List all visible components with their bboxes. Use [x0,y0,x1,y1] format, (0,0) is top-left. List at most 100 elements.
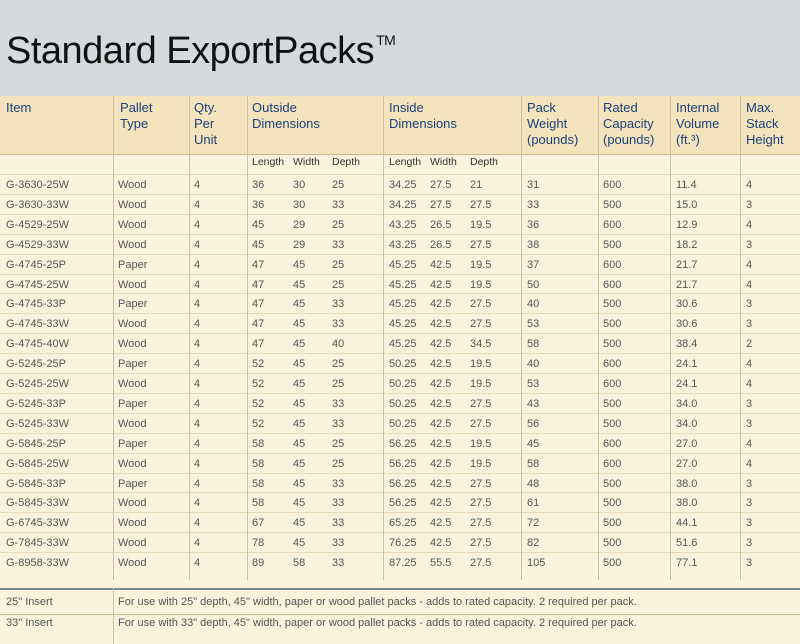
cell-outside-length: 47 [252,318,265,331]
row-divider [0,452,800,454]
cell-inside-width: 42.5 [430,378,452,390]
cell-max-stack-height: 3 [746,298,753,311]
cell-pallet-type: Wood [118,318,147,331]
cell-outside-length: 58 [252,477,265,490]
row-divider [0,472,800,474]
column-divider [598,96,599,580]
cell-pallet-type: Paper [118,397,148,410]
cell-inside-length: 45.25 [389,318,417,331]
title-bar: Standard ExportPacks TM [0,0,800,96]
cell-item: G-7845-33W [6,537,69,550]
cell-rated-capacity: 600 [603,179,622,191]
cell-max-stack-height: 4 [746,179,753,191]
cell-internal-volume: 77.1 [676,557,698,570]
cell-qty: 4 [194,437,201,450]
cell-item: G-4745-33W [6,318,69,331]
cell-qty: 4 [194,537,201,550]
cell-inside-length: 50.25 [389,397,417,410]
cell-inside-width: 42.5 [430,358,452,371]
cell-item: G-5845-25W [6,457,69,470]
cell-pallet-type: Wood [118,378,147,390]
cell-internal-volume: 34.0 [676,397,698,410]
row-divider [0,532,800,534]
cell-max-stack-height: 4 [746,358,753,371]
cell-outside-length: 52 [252,397,265,410]
page-title: Standard ExportPacks TM [6,30,396,73]
cell-pack-weight: 58 [527,457,540,470]
sub-outside-length: Length [252,156,285,168]
cell-internal-volume: 12.9 [676,218,698,231]
cell-internal-volume: 27.0 [676,437,698,450]
header-outside-dimensions: Outside Dimensions [252,100,320,131]
cell-max-stack-height: 3 [746,198,753,211]
table-row: G-5845-33W Wood 4 58 45 33 56.25 42.5 27.5 61 500 3… [0,494,800,514]
footer-divider [0,588,800,590]
cell-pallet-type: Wood [118,338,147,351]
cell-inside-width: 27.5 [430,198,452,211]
row-divider [0,253,800,255]
header-max-stack-height: Max. Stack Height [746,100,784,147]
cell-outside-length: 45 [252,218,265,231]
cell-rated-capacity: 500 [603,318,622,331]
cell-pack-weight: 56 [527,417,540,430]
cell-item: G-5845-33W [6,497,69,510]
cell-outside-length: 52 [252,417,265,430]
cell-item: G-8958-33W [6,557,69,570]
cell-internal-volume: 24.1 [676,358,698,371]
cell-pack-weight: 45 [527,437,540,450]
cell-rated-capacity: 500 [603,397,622,410]
cell-qty: 4 [194,198,201,211]
column-divider [383,96,384,580]
row-divider [0,293,800,295]
cell-max-stack-height: 3 [746,557,753,570]
row-divider [0,313,800,315]
cell-item: G-4745-25W [6,278,69,291]
column-divider [740,96,741,580]
cell-outside-depth: 25 [332,278,345,291]
cell-outside-depth: 33 [332,537,345,550]
cell-outside-depth: 33 [332,298,345,311]
cell-inside-length: 50.25 [389,358,417,371]
cell-outside-width: 45 [293,378,306,390]
cell-outside-depth: 25 [332,258,345,271]
cell-max-stack-height: 4 [746,437,753,450]
cell-qty: 4 [194,318,201,331]
cell-outside-length: 47 [252,258,265,271]
cell-item: G-5245-33P [6,397,66,410]
row-divider [0,432,800,434]
cell-outside-depth: 33 [332,417,345,430]
cell-item: G-4745-25P [6,258,66,271]
cell-inside-width: 26.5 [430,238,452,251]
cell-inside-depth: 19.5 [470,278,492,291]
cell-outside-length: 52 [252,358,265,371]
cell-qty: 4 [194,238,201,251]
cell-pack-weight: 105 [527,557,546,570]
cell-outside-length: 47 [252,278,265,291]
cell-internal-volume: 38.4 [676,338,698,351]
cell-inside-width: 42.5 [430,258,452,271]
table-row: G-6745-33W Wood 4 67 45 33 65.25 42.5 27.5 72 500 4… [0,514,800,534]
cell-outside-length: 58 [252,497,265,510]
insert-description: For use with 25" depth, 45" width, paper… [118,596,637,608]
header-item: Item [6,100,32,115]
row-divider [0,412,800,414]
cell-inside-depth: 19.5 [470,457,492,470]
cell-inside-width: 42.5 [430,477,452,490]
cell-outside-depth: 33 [332,397,345,410]
insert-item: 25" Insert [6,596,53,608]
cell-rated-capacity: 500 [603,298,622,311]
header-qty: Qty. Per Unit [194,100,218,147]
cell-pallet-type: Wood [118,198,147,211]
table-row: G-4745-33W Wood 4 47 45 33 45.25 42.5 27.5 53 500 3… [0,315,800,335]
cell-pack-weight: 72 [527,517,540,530]
cell-item: G-3630-33W [6,198,69,211]
cell-internal-volume: 44.1 [676,517,698,530]
cell-outside-width: 29 [293,238,306,251]
table-row: G-5845-25W Wood 4 58 45 25 56.25 42.5 19.5 58 600 2… [0,455,800,475]
cell-outside-depth: 25 [332,378,345,390]
cell-internal-volume: 21.7 [676,278,698,291]
cell-pallet-type: Paper [118,437,148,450]
cell-inside-width: 42.5 [430,318,452,331]
table-row: G-5845-33P Paper 4 58 45 33 56.25 42.5 27.5 48 500… [0,475,800,495]
cell-internal-volume: 15.0 [676,198,698,211]
